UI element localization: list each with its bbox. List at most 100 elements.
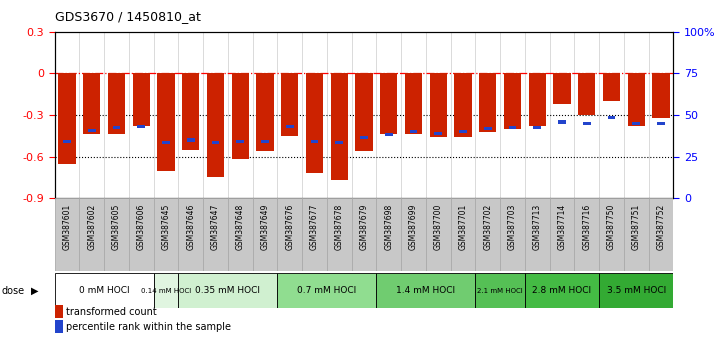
- Bar: [228, 198, 253, 271]
- Text: GSM387646: GSM387646: [186, 204, 195, 250]
- Bar: [628, 74, 645, 126]
- Bar: [261, 140, 269, 143]
- Bar: [574, 198, 599, 271]
- Bar: [599, 198, 624, 271]
- Bar: [649, 198, 673, 271]
- Text: transformed count: transformed count: [66, 307, 157, 317]
- Bar: [281, 74, 298, 136]
- Bar: [435, 132, 442, 135]
- Text: GSM387698: GSM387698: [384, 204, 393, 250]
- Text: GSM387701: GSM387701: [459, 204, 467, 250]
- Bar: [129, 198, 154, 271]
- Bar: [603, 74, 620, 101]
- Bar: [104, 198, 129, 271]
- Bar: [534, 126, 541, 129]
- Bar: [430, 74, 447, 137]
- Bar: [624, 198, 649, 271]
- Bar: [113, 126, 120, 129]
- Text: GSM387676: GSM387676: [285, 204, 294, 250]
- Bar: [509, 126, 516, 129]
- Bar: [583, 122, 590, 125]
- Bar: [410, 130, 417, 133]
- Bar: [253, 198, 277, 271]
- Bar: [203, 198, 228, 271]
- Text: 1.4 mM HOCl: 1.4 mM HOCl: [396, 286, 456, 295]
- Text: dose: dose: [1, 286, 25, 296]
- Bar: [475, 198, 500, 271]
- Text: GSM387700: GSM387700: [434, 204, 443, 250]
- Bar: [162, 141, 170, 144]
- Bar: [83, 74, 100, 135]
- Bar: [108, 74, 125, 135]
- Text: GSM387750: GSM387750: [607, 204, 616, 250]
- Bar: [154, 198, 178, 271]
- Bar: [405, 74, 422, 135]
- Text: GSM387606: GSM387606: [137, 204, 146, 250]
- Bar: [157, 74, 175, 171]
- Bar: [237, 140, 244, 143]
- Bar: [355, 74, 373, 151]
- Bar: [187, 138, 194, 142]
- Bar: [652, 74, 670, 118]
- Bar: [277, 273, 376, 308]
- Text: GSM387702: GSM387702: [483, 204, 492, 250]
- Bar: [426, 198, 451, 271]
- Bar: [182, 74, 199, 150]
- Bar: [55, 198, 79, 271]
- Bar: [154, 273, 178, 308]
- Text: GSM387648: GSM387648: [236, 204, 245, 250]
- Text: 0 mM HOCl: 0 mM HOCl: [79, 286, 130, 295]
- Bar: [178, 273, 277, 308]
- Bar: [376, 198, 401, 271]
- Bar: [385, 133, 392, 136]
- Bar: [286, 125, 293, 128]
- Text: GSM387679: GSM387679: [360, 204, 368, 250]
- Text: GSM387703: GSM387703: [508, 204, 517, 250]
- Bar: [352, 198, 376, 271]
- Bar: [376, 273, 475, 308]
- Bar: [55, 273, 154, 308]
- Bar: [178, 198, 203, 271]
- Bar: [306, 74, 323, 173]
- Text: 0.7 mM HOCl: 0.7 mM HOCl: [297, 286, 357, 295]
- Bar: [277, 198, 302, 271]
- Bar: [451, 198, 475, 271]
- Text: GSM387649: GSM387649: [261, 204, 269, 250]
- Text: GSM387601: GSM387601: [63, 204, 71, 250]
- Bar: [63, 140, 71, 143]
- Bar: [657, 122, 665, 125]
- Bar: [454, 74, 472, 137]
- Bar: [327, 198, 352, 271]
- Bar: [529, 74, 546, 126]
- Bar: [331, 74, 348, 180]
- Bar: [380, 74, 397, 135]
- Bar: [500, 198, 525, 271]
- Bar: [633, 122, 640, 125]
- Bar: [212, 141, 219, 144]
- Bar: [558, 120, 566, 124]
- Bar: [479, 74, 496, 132]
- Text: GSM387751: GSM387751: [632, 204, 641, 250]
- Text: 2.8 mM HOCl: 2.8 mM HOCl: [532, 286, 592, 295]
- Bar: [550, 198, 574, 271]
- Bar: [207, 74, 224, 177]
- Bar: [504, 74, 521, 129]
- Bar: [232, 74, 249, 159]
- Text: ▶: ▶: [31, 286, 38, 296]
- Text: GSM387678: GSM387678: [335, 204, 344, 250]
- Bar: [459, 130, 467, 133]
- Bar: [58, 74, 76, 164]
- Text: GDS3670 / 1450810_at: GDS3670 / 1450810_at: [55, 10, 200, 23]
- Bar: [79, 198, 104, 271]
- Text: 0.14 mM HOCl: 0.14 mM HOCl: [141, 288, 191, 293]
- Text: 3.5 mM HOCl: 3.5 mM HOCl: [606, 286, 666, 295]
- Text: GSM387714: GSM387714: [558, 204, 566, 250]
- Bar: [311, 140, 318, 143]
- Text: GSM387645: GSM387645: [162, 204, 170, 250]
- Bar: [599, 273, 673, 308]
- Text: GSM387699: GSM387699: [409, 204, 418, 250]
- Bar: [302, 198, 327, 271]
- Text: GSM387713: GSM387713: [533, 204, 542, 250]
- Text: GSM387677: GSM387677: [310, 204, 319, 250]
- Bar: [138, 125, 145, 128]
